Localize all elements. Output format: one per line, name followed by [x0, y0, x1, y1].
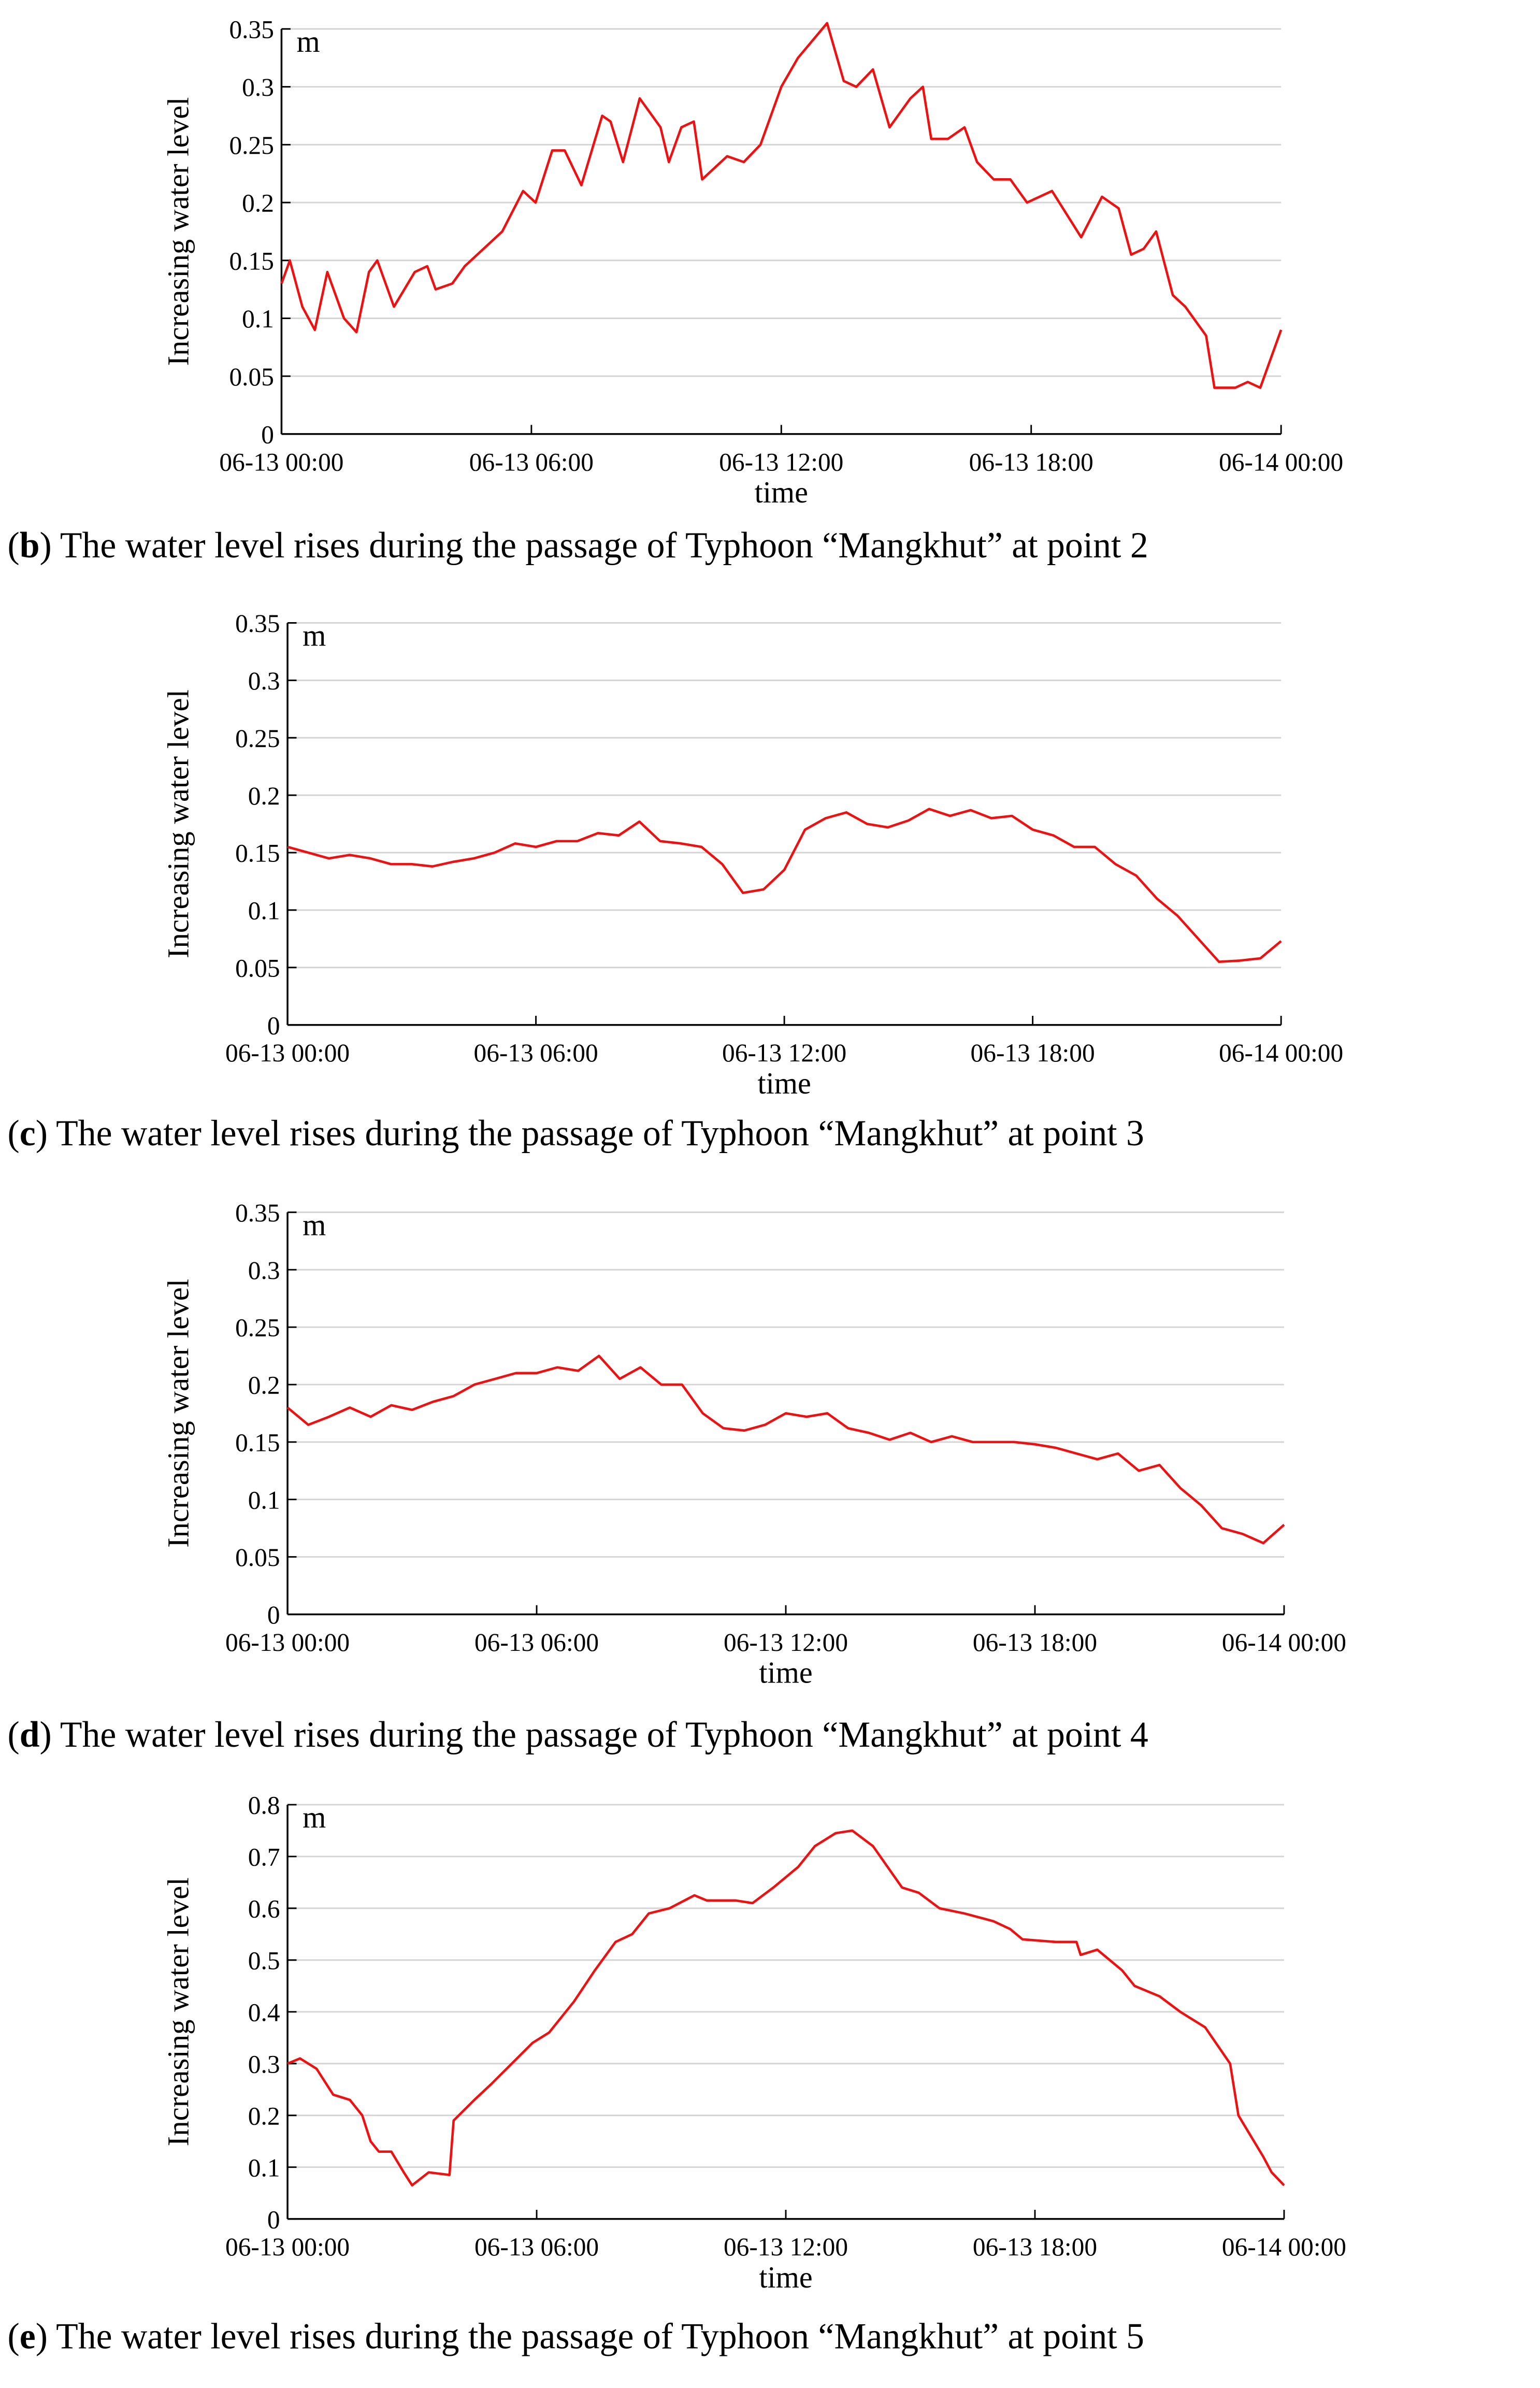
y-tick-label: 0 [261, 420, 274, 449]
y-tick-label: 0.3 [242, 73, 274, 102]
x-tick-label: 06-13 12:00 [722, 1039, 846, 1067]
caption: (d) The water level rises during the pas… [8, 1715, 1148, 1755]
y-tick-label: 0 [267, 1011, 280, 1040]
x-axis-title: time [759, 2261, 812, 2294]
y-tick-label: 0 [267, 1601, 280, 1629]
x-tick-label: 06-13 18:00 [973, 1628, 1097, 1657]
y-tick-label: 0.25 [235, 1313, 280, 1342]
x-axis-title: time [759, 1656, 812, 1689]
y-tick-label: 0.15 [229, 247, 274, 275]
caption: (c) The water level rises during the pas… [8, 1113, 1144, 1154]
unit-label: m [297, 25, 320, 59]
y-tick-label: 0.05 [235, 1543, 280, 1572]
x-tick-label: 06-13 18:00 [971, 1039, 1095, 1067]
x-tick-label: 06-13 06:00 [469, 448, 594, 476]
x-tick-label: 06-13 12:00 [724, 1628, 848, 1657]
y-tick-label: 0.35 [235, 609, 280, 638]
chart-panel: 0 0.05 0.1 0.15 0.2 0.25 0.3 0.35 06-13 00:00 06-… [8, 1199, 1346, 1756]
y-tick-label: 0.05 [229, 363, 274, 391]
chart-panel: 0 0.1 0.2 0.3 0.4 0.5 0.6 0.7 0.8 06-13 00:00 06-1… [8, 1791, 1346, 2356]
y-tick-label: 0.15 [235, 839, 280, 867]
y-tick-label: 0.8 [248, 1791, 280, 1819]
chart-panel: 0 0.05 0.1 0.15 0.2 0.25 0.3 0.35 06-13 00:00 06-… [8, 609, 1344, 1154]
y-axis-title: Increasing water level [162, 1279, 195, 1548]
x-tick-label: 06-13 00:00 [219, 448, 343, 476]
y-axis-title: Increasing water level [162, 689, 195, 958]
x-tick-label: 06-13 06:00 [474, 1628, 599, 1657]
y-axis-title: Increasing water level [162, 97, 195, 366]
y-tick-label: 0.1 [248, 1486, 280, 1514]
caption-part: ) The water level rises during the passa… [36, 2316, 1144, 2356]
chart-panel: 0 0.05 0.1 0.15 0.2 0.25 0.3 0.35 06-13 00:00 06-… [8, 15, 1344, 566]
data-line [287, 1829, 1285, 2187]
y-tick-label: 0.3 [248, 2050, 280, 2078]
y-tick-label: 0.3 [248, 667, 280, 695]
caption-part: ( [8, 1113, 20, 1154]
y-tick-label: 0.6 [248, 1894, 280, 1923]
unit-label: m [303, 1208, 326, 1242]
caption-part: ( [8, 2316, 20, 2356]
y-tick-label: 0.25 [235, 724, 280, 753]
y-tick-label: 0.15 [235, 1428, 280, 1457]
x-tick-label: 06-13 06:00 [474, 2233, 599, 2261]
x-tick-label: 06-13 18:00 [969, 448, 1093, 476]
y-tick-label: 0.1 [248, 896, 280, 925]
x-tick-label: 06-14 00:00 [1219, 448, 1343, 476]
caption-part: d [20, 1715, 40, 1755]
data-line [280, 22, 1283, 389]
x-tick-label: 06-13 12:00 [724, 2233, 848, 2261]
caption-part: ) The water level rises during the passa… [40, 1715, 1148, 1755]
y-tick-label: 0.2 [248, 782, 280, 810]
caption-part: ) The water level rises during the passa… [40, 525, 1148, 566]
x-axis-title: time [755, 476, 808, 509]
x-tick-label: 06-13 18:00 [973, 2233, 1097, 2261]
data-line [287, 808, 1282, 963]
caption-part: ) The water level rises during the passa… [36, 1113, 1144, 1154]
caption-part: c [20, 1113, 36, 1154]
y-tick-label: 0.05 [235, 954, 280, 982]
y-tick-label: 0.35 [229, 15, 274, 44]
caption-part: e [20, 2316, 36, 2356]
caption-part: ( [8, 1715, 20, 1755]
x-tick-label: 06-13 00:00 [225, 2233, 350, 2261]
y-tick-label: 0.7 [248, 1843, 280, 1871]
x-tick-label: 06-14 00:00 [1222, 1628, 1346, 1657]
y-tick-label: 0.2 [248, 1371, 280, 1399]
caption: (b) The water level rises during the pas… [8, 525, 1148, 566]
data-line [286, 1355, 1285, 1545]
y-tick-label: 0.4 [248, 1998, 280, 2026]
x-axis-title: time [757, 1067, 811, 1100]
y-tick-label: 0.35 [235, 1199, 280, 1227]
y-tick-label: 0.1 [242, 305, 274, 333]
x-tick-label: 06-13 00:00 [225, 1628, 350, 1657]
x-tick-label: 06-13 12:00 [719, 448, 843, 476]
y-tick-label: 0.3 [248, 1256, 280, 1285]
unit-label: m [303, 618, 326, 652]
y-tick-label: 0.2 [242, 189, 274, 217]
y-tick-label: 0 [267, 2205, 280, 2234]
y-tick-label: 0.5 [248, 1946, 280, 1975]
caption-part: b [20, 525, 40, 566]
y-axis-title: Increasing water level [162, 1877, 195, 2146]
y-tick-label: 0.1 [248, 2153, 280, 2182]
y-tick-label: 0.2 [248, 2102, 280, 2130]
unit-label: m [303, 1801, 326, 1834]
x-tick-label: 06-13 00:00 [225, 1039, 350, 1067]
y-tick-label: 0.25 [229, 131, 274, 160]
x-tick-label: 06-13 06:00 [474, 1039, 598, 1067]
caption-part: ( [8, 525, 20, 566]
x-tick-label: 06-14 00:00 [1222, 2233, 1346, 2261]
x-tick-label: 06-14 00:00 [1219, 1039, 1343, 1067]
caption: (e) The water level rises during the pas… [8, 2316, 1144, 2356]
